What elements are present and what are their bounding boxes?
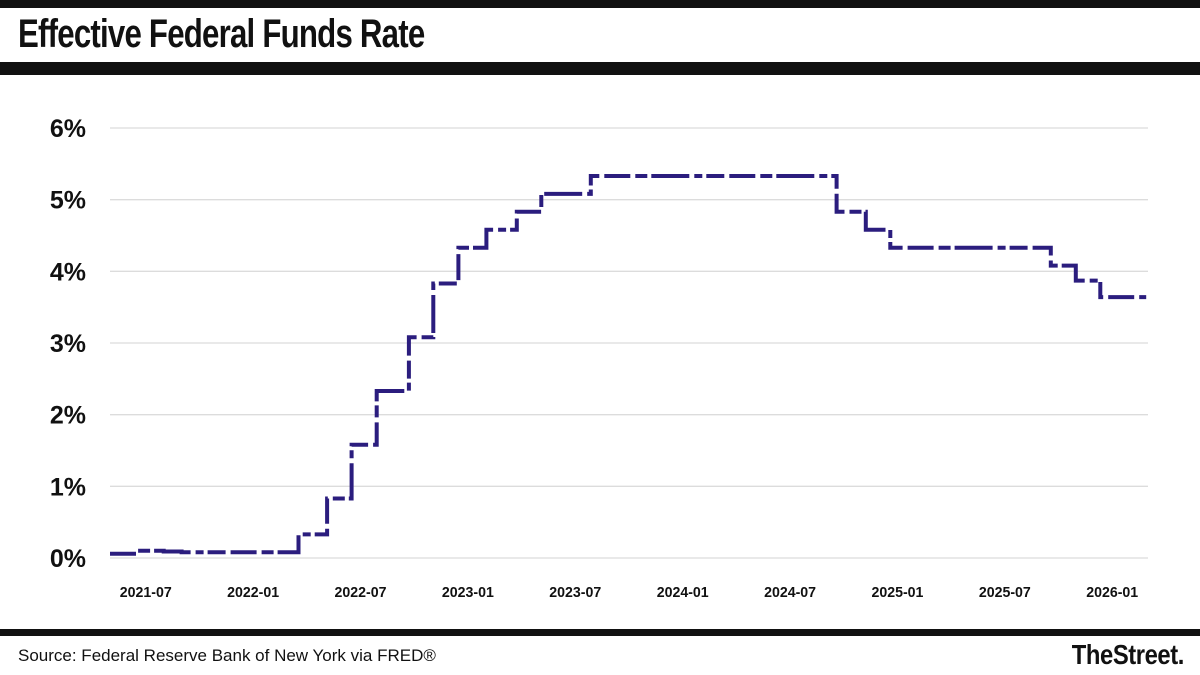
y-tick-label: 5% <box>50 187 86 215</box>
x-tick-label: 2025-01 <box>871 584 923 601</box>
x-tick-label: 2024-01 <box>657 584 709 601</box>
chart-title: Effective Federal Funds Rate <box>18 12 425 56</box>
y-tick-label: 3% <box>50 330 86 358</box>
y-tick-label: 1% <box>50 473 86 501</box>
x-tick-label: 2023-01 <box>442 584 494 601</box>
y-tick-label: 2% <box>50 402 86 430</box>
x-tick-label: 2022-01 <box>227 584 279 601</box>
x-tick-label: 2022-07 <box>335 584 387 601</box>
x-tick-label: 2023-07 <box>549 584 601 601</box>
y-tick-label: 4% <box>50 258 86 286</box>
x-tick-label: 2026-01 <box>1086 584 1138 601</box>
x-tick-label: 2024-07 <box>764 584 816 601</box>
y-tick-label: 6% <box>50 115 86 143</box>
x-tick-label: 2021-07 <box>120 584 172 601</box>
rate-line <box>110 174 1147 556</box>
thestreet-logo: TheStreet. <box>1071 639 1185 670</box>
y-tick-label: 0% <box>50 545 86 573</box>
title-divider-bar <box>0 62 1200 75</box>
top-black-bar <box>0 0 1200 8</box>
x-tick-label: 2025-07 <box>979 584 1031 601</box>
footer-divider-bar <box>0 629 1200 636</box>
source-attribution: Source: Federal Reserve Bank of New York… <box>18 646 436 665</box>
